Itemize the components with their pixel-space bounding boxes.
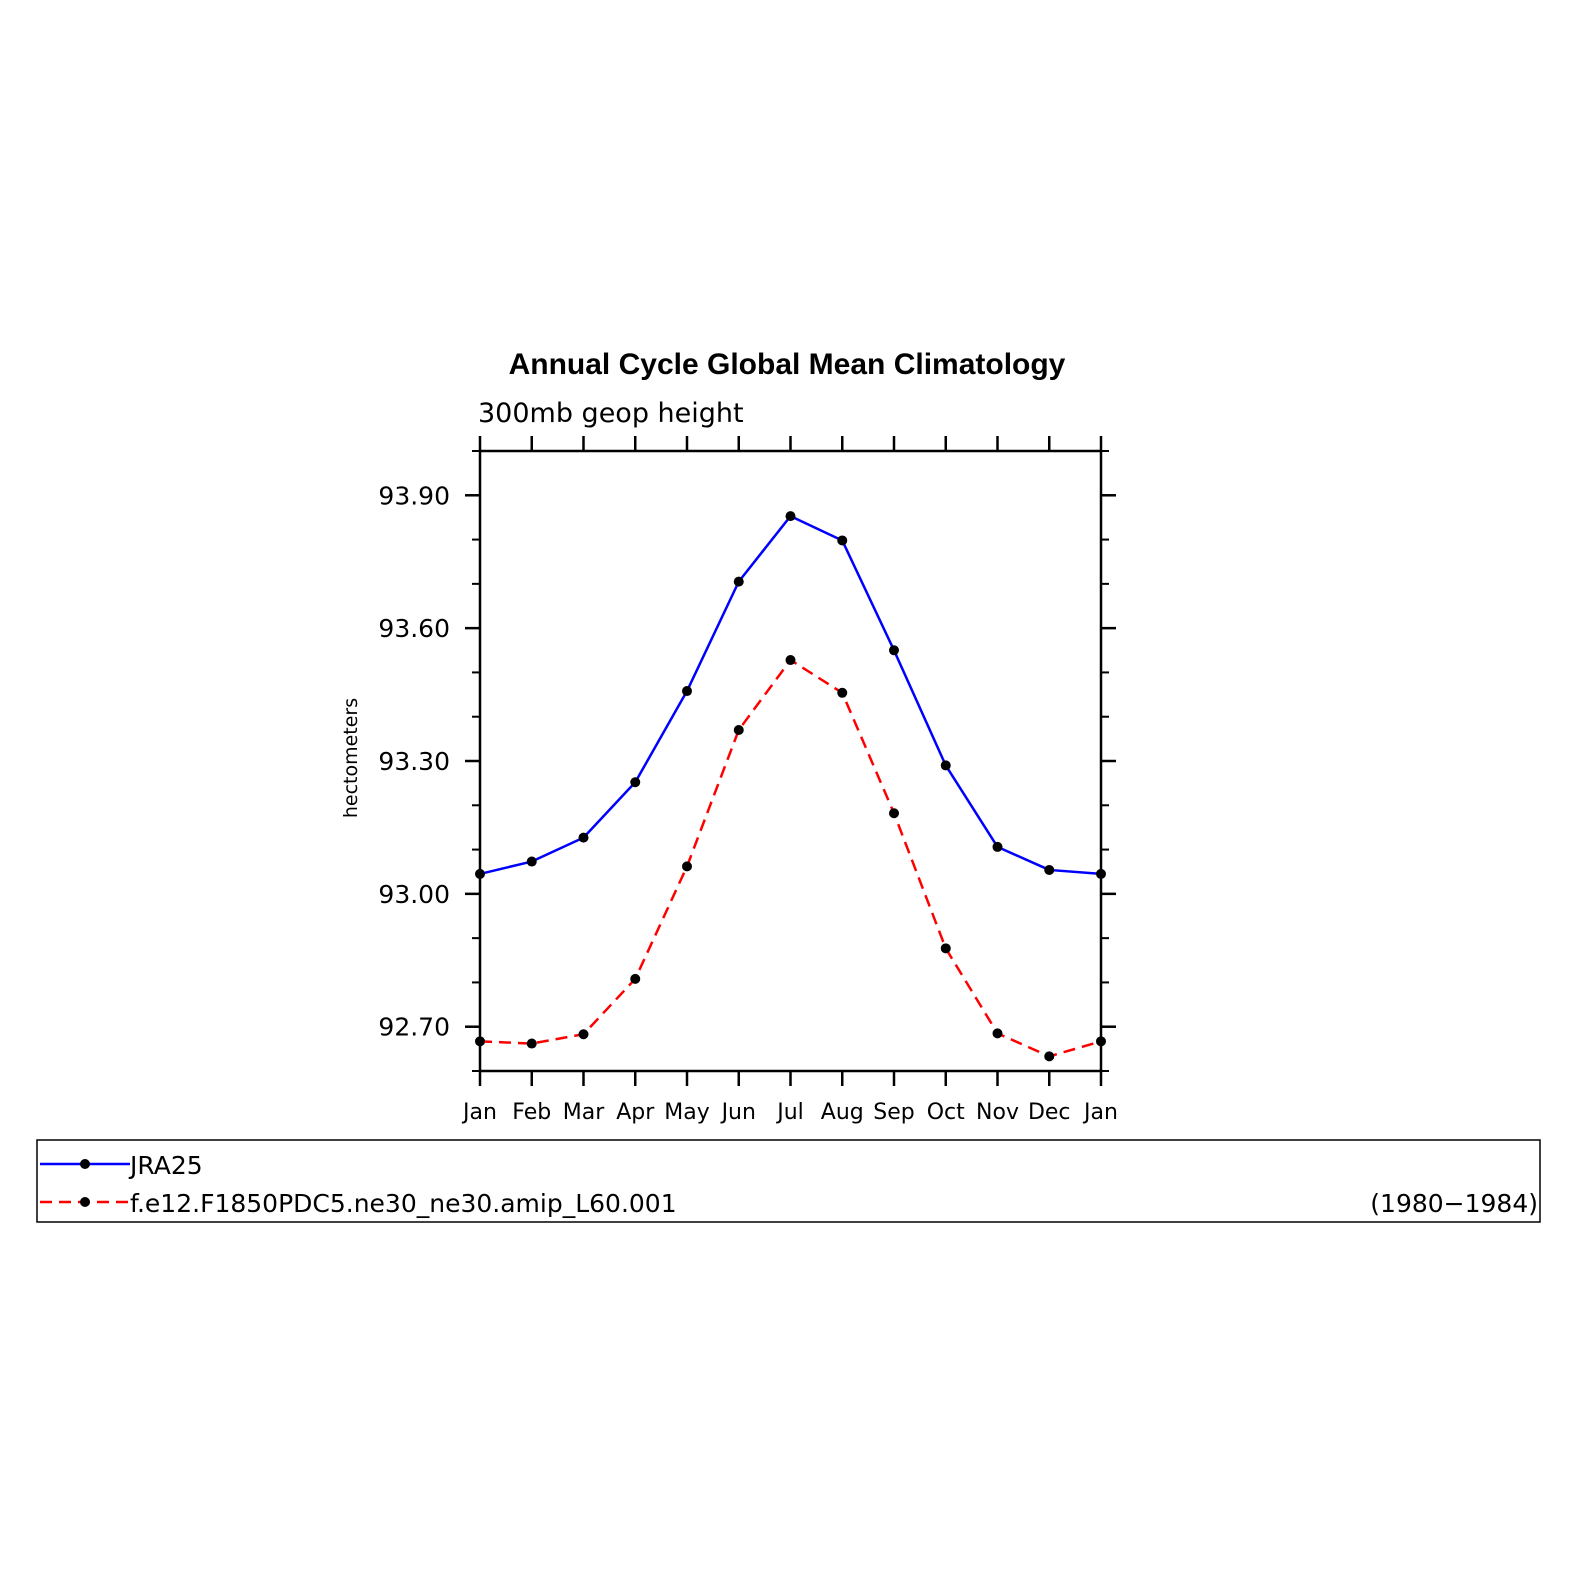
series-point-1	[475, 1036, 485, 1047]
series-point-1	[1044, 1051, 1055, 1062]
y-tick-label: 93.60	[378, 614, 450, 643]
series-markers	[475, 511, 1106, 1062]
series-point-0	[889, 645, 899, 656]
chart-subtitle: 300mb geop height	[478, 398, 744, 429]
series-point-0	[578, 832, 589, 843]
series-point-1	[837, 687, 848, 698]
series-point-1	[578, 1029, 589, 1040]
series-lines	[479, 514, 1102, 1058]
y-axis-label: hectometers	[340, 698, 362, 818]
series-point-1	[940, 943, 951, 954]
series-point-0	[475, 868, 485, 879]
series-point-1	[785, 655, 796, 666]
y-tick-label: 92.70	[378, 1013, 450, 1042]
x-tick-label: Mar	[563, 1100, 605, 1125]
series-point-0	[992, 841, 1003, 852]
series-point-0	[630, 777, 641, 788]
x-tick-label: Apr	[616, 1100, 655, 1125]
y-tick-label: 93.00	[378, 880, 450, 909]
x-tick-label: Feb	[512, 1100, 551, 1125]
x-tick-label: Nov	[976, 1100, 1019, 1125]
series-point-1	[630, 973, 641, 984]
series-point-1	[1096, 1036, 1106, 1047]
series-point-0	[837, 535, 848, 546]
legend-note-years: (1980−1984)	[1370, 1189, 1538, 1218]
legend: JRA25 f.e12.F1850PDC5.ne30_ne30.amip_L60…	[36, 1139, 1541, 1223]
x-tick-label: Aug	[821, 1100, 864, 1125]
series-line-0	[479, 514, 1102, 876]
y-tick-label: 93.90	[378, 481, 450, 510]
series-point-1	[526, 1038, 537, 1049]
series-point-0	[733, 576, 744, 587]
series-point-0	[526, 856, 537, 867]
legend-marker-model	[80, 1197, 90, 1207]
series-line-1	[479, 658, 1102, 1058]
y-tick-label: 93.30	[378, 747, 450, 776]
chart-title: Annual Cycle Global Mean Climatology	[509, 348, 1066, 381]
x-tick-label: Jul	[775, 1100, 804, 1125]
legend-label-jra25: JRA25	[128, 1151, 203, 1180]
x-tick-label: May	[664, 1100, 709, 1125]
legend-label-model: f.e12.F1850PDC5.ne30_ne30.amip_L60.001	[130, 1189, 677, 1218]
series-point-1	[682, 861, 692, 872]
series-point-0	[1044, 864, 1055, 875]
series-point-1	[992, 1028, 1003, 1039]
x-tick-label: Sep	[873, 1100, 914, 1125]
axes: Jan Feb Mar Apr May Jun Jul Aug Sep Oct Nov Dec Jan 9…	[378, 436, 1118, 1125]
series-point-1	[889, 808, 899, 819]
legend-box	[36, 1139, 1541, 1223]
series-point-1	[733, 725, 744, 735]
x-tick-label: Jan	[1082, 1100, 1118, 1125]
plot-frame	[478, 449, 1103, 1073]
series-point-0	[785, 511, 796, 522]
x-tick-label: Dec	[1028, 1100, 1071, 1125]
x-tick-label: Oct	[927, 1100, 965, 1125]
x-tick-label: Jan	[461, 1100, 497, 1125]
series-point-0	[940, 760, 951, 771]
legend-marker-jra25	[80, 1159, 90, 1169]
x-tick-label: Jun	[720, 1100, 756, 1125]
series-point-0	[1096, 868, 1106, 879]
series-point-0	[682, 686, 692, 697]
